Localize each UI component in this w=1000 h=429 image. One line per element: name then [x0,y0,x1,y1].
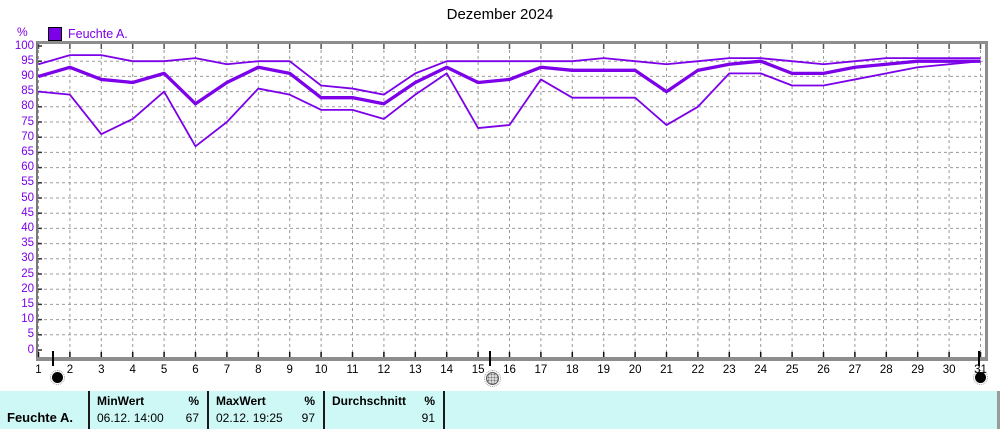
y-axis-label: 50 [21,191,34,204]
x-axis-label: 29 [911,364,925,376]
x-axis-label: 11 [346,364,359,376]
durchschnitt-header: Durchschnitt [332,394,407,408]
x-axis-label: 22 [691,364,705,376]
summary-row-label: Feuchte A. [7,410,73,425]
y-axis-label: 5 [27,328,34,341]
maxwert-header: MaxWert [216,394,266,408]
y-axis-label: 15 [21,297,34,310]
x-axis-label: 23 [722,364,736,376]
x-axis-label: 31 [974,364,987,376]
x-axis-label: 8 [255,364,262,376]
x-axis-label: 18 [565,364,579,376]
x-axis-label: 1 [35,364,42,376]
y-axis-label: 95 [21,54,34,67]
summary-col-durchschnitt: Durchschnitt % 91 [323,391,443,429]
x-axis-label: 28 [879,364,893,376]
x-axis-label: 19 [597,364,611,376]
legend-label: Feuchte A. [68,27,128,41]
summary-row-label-cell: Feuchte A. [0,391,88,429]
y-axis-label: 90 [21,69,34,82]
y-axis-label: 25 [21,267,34,280]
x-axis-label: 25 [785,364,799,376]
slider-handle-left[interactable] [50,370,65,385]
axis-ticks [38,44,982,357]
slider-tick-mid[interactable] [489,351,491,366]
y-axis-label: 100 [14,39,34,52]
chart-title: Dezember 2024 [446,6,554,23]
legend: Feuchte A. [48,27,128,41]
summary-col-minwert: MinWert % 06.12. 14:00 67 [88,391,207,429]
y-axis-label: 75 [21,115,34,128]
x-axis-label: 6 [192,364,199,376]
x-axis-label: 7 [223,364,231,376]
x-axis-label: 13 [408,364,422,376]
x-axis-label: 17 [534,364,548,376]
x-axis-label: 20 [628,364,642,376]
maxwert-unit: % [304,394,315,408]
x-axis-label: 3 [98,364,105,376]
x-axis-label: 9 [286,364,293,376]
x-axis-label: 4 [129,364,136,376]
legend-swatch-icon [48,27,62,41]
x-axis-label: 27 [848,364,862,376]
y-axis-label: 60 [21,161,34,174]
x-axis-label: 30 [942,364,956,376]
slider-handle-right[interactable] [973,370,988,385]
x-axis-label: 5 [160,364,168,376]
x-axis-label: 10 [314,364,328,376]
y-axis-label: 20 [21,282,34,295]
y-axis-label: 85 [21,85,34,98]
plot-frame [36,41,988,357]
minwert-timestamp: 06.12. 14:00 [97,411,164,425]
y-axis-label: 35 [21,237,34,250]
series-line-durchschnitt [38,59,981,106]
durchschnitt-unit: % [424,394,435,408]
slider-tick-left[interactable] [52,351,54,366]
plot-svg [38,44,985,357]
y-axis-label: 45 [21,206,34,219]
x-axis-label: 12 [377,364,391,376]
maxwert-timestamp: 02.12. 19:25 [216,411,283,425]
y-axis-label: 10 [21,313,34,326]
y-axis-unit-label: % [17,25,28,39]
slider-handle-mid[interactable] [484,370,501,387]
maxwert-value: 97 [301,411,315,425]
x-axis-label: 14 [440,364,454,376]
y-axis-label: 65 [21,145,34,158]
gridlines [38,44,985,357]
minwert-header: MinWert [97,394,145,408]
x-axis-label: 15 [471,364,485,376]
y-axis-label: 55 [21,176,34,189]
y-axis-label: 40 [21,221,34,234]
y-axis-label: 0 [27,343,34,356]
x-axis-label: 26 [817,364,830,376]
x-axis-label: 21 [660,364,673,376]
y-axis-label: 30 [21,252,34,265]
durchschnitt-value: 91 [421,411,435,425]
x-axis-label: 24 [754,364,768,376]
summary-col-maxwert: MaxWert % 02.12. 19:25 97 [207,391,323,429]
summary-table: Feuchte A. MinWert % 06.12. 14:00 67 Max… [0,391,1000,429]
series-line-minwert [38,60,981,148]
minwert-value: 67 [185,411,199,425]
slider-tick-right[interactable] [978,351,980,366]
summary-empty-cell [443,391,997,429]
x-axis-bar[interactable] [36,357,988,361]
series-line-maxwert [38,54,981,96]
y-axis-label: 80 [21,100,34,113]
y-axis-label: 70 [21,130,34,143]
x-axis-label: 2 [66,364,74,376]
x-axis-label: 16 [503,364,516,376]
minwert-unit: % [188,394,199,408]
